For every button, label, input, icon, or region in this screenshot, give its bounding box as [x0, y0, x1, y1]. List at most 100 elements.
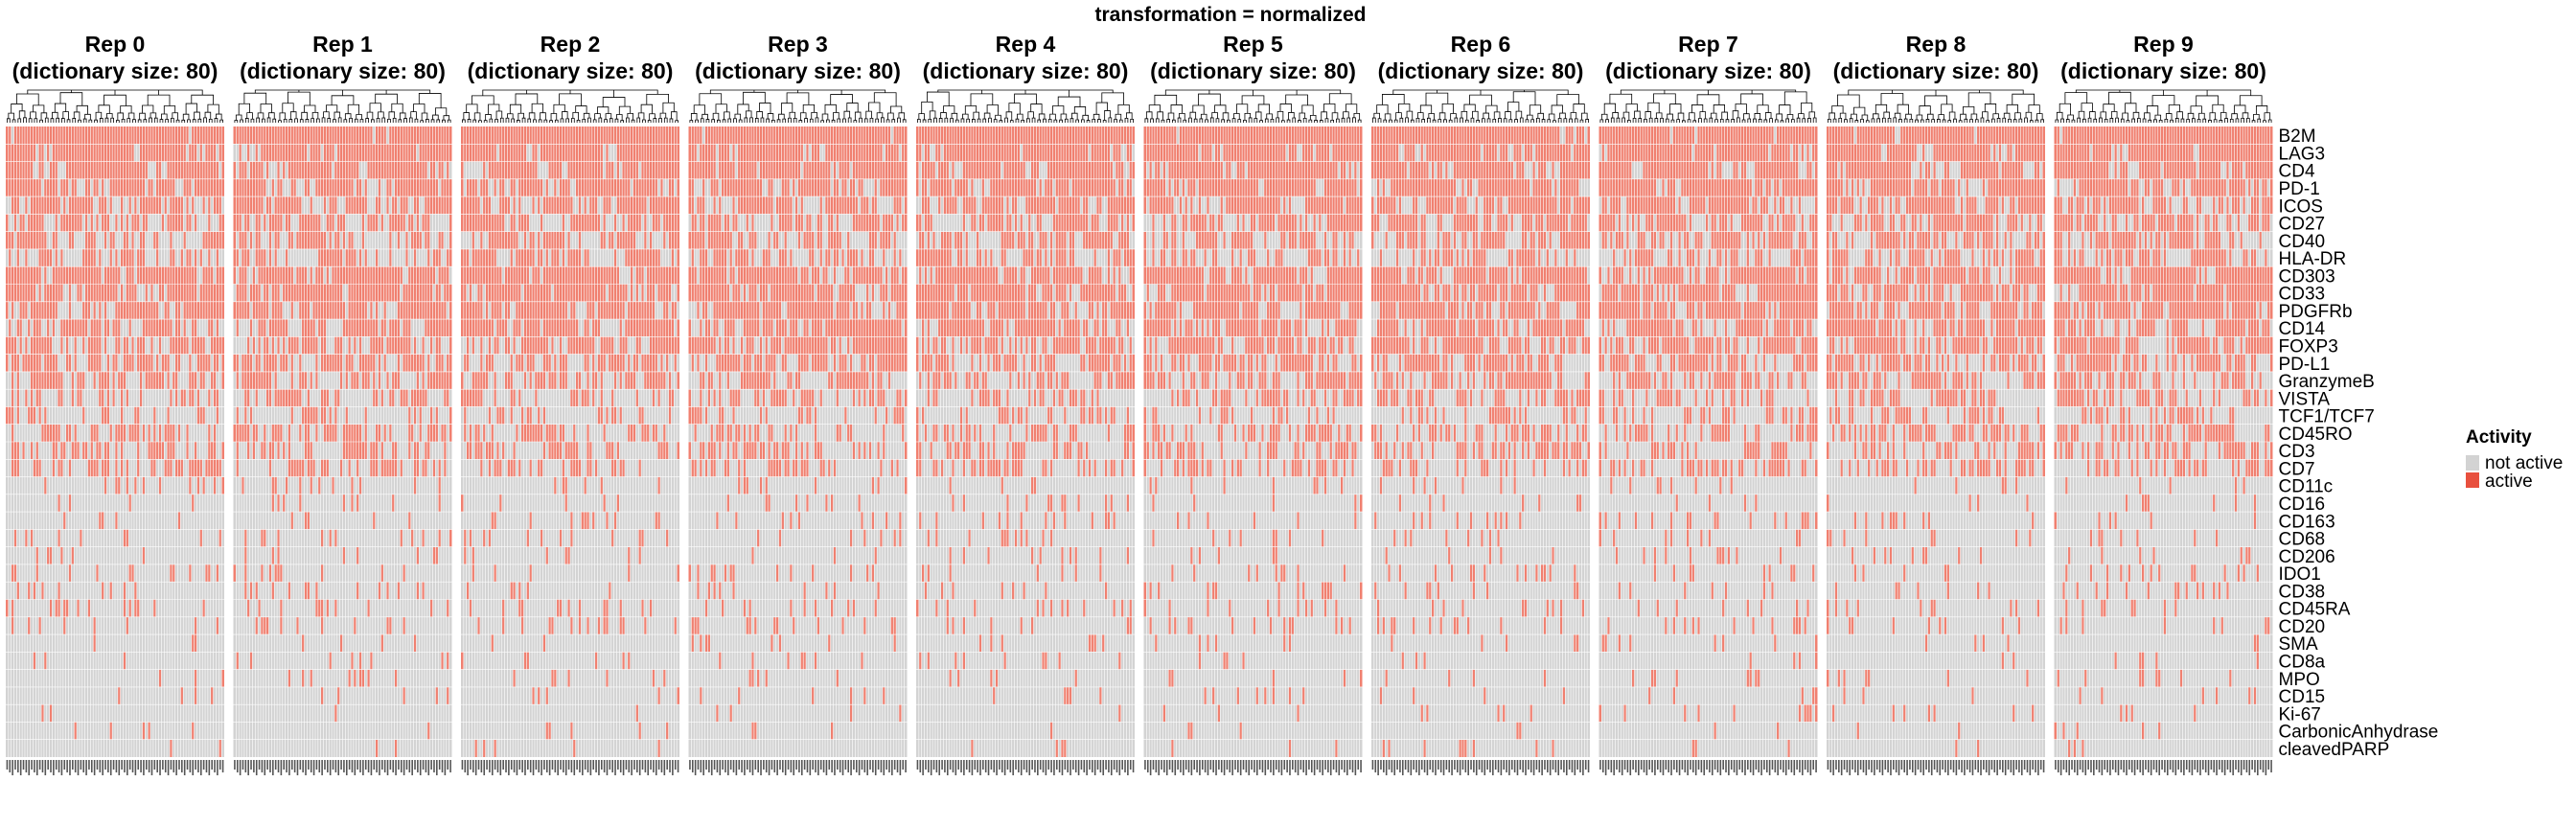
heatmap-cell-active — [93, 266, 97, 285]
heatmap-cell-active — [432, 371, 436, 390]
heatmap-cell-active — [704, 599, 708, 617]
heatmap-cell-active — [304, 442, 308, 460]
heatmap-cell-active — [422, 161, 425, 179]
heatmap-cell-active — [477, 284, 480, 302]
heatmap-cell-active — [704, 354, 708, 372]
heatmap-cell-active — [320, 266, 324, 285]
heatmap-cell-active — [388, 284, 392, 302]
heatmap-cell-active — [133, 599, 137, 617]
heatmap-cell-active — [285, 354, 288, 372]
heatmap-cell-active — [578, 371, 582, 390]
heatmap-cell-active — [556, 599, 560, 617]
heatmap-cell-active — [564, 178, 568, 197]
heatmap-cell-active — [632, 248, 636, 267]
heatmap-cell-active — [367, 599, 370, 617]
heatmap-cell-active — [811, 284, 815, 302]
heatmap-cell-active — [205, 354, 208, 372]
heatmap-cell-active — [726, 442, 730, 460]
heatmap-cell-active — [825, 126, 828, 145]
heatmap-cell-active — [529, 406, 533, 425]
heatmap-cell-active — [734, 354, 738, 372]
heatmap-cell-active — [494, 284, 497, 302]
heatmap-cell-active — [353, 336, 356, 355]
heatmap-cell-active — [378, 371, 381, 390]
heatmap-cell-active — [317, 161, 321, 179]
heatmap-cell-active — [249, 371, 253, 390]
heatmap-cell-active — [746, 442, 749, 460]
heatmap-cell-active — [572, 126, 576, 145]
heatmap-cell-active — [816, 266, 820, 285]
heatmap-cell-active — [699, 319, 702, 337]
heatmap-cell-active — [150, 319, 153, 337]
heatmap-cell-active — [55, 126, 58, 145]
heatmap-cell-active — [671, 336, 675, 355]
heatmap-cell-active — [155, 354, 159, 372]
heatmap-cell-active — [603, 231, 607, 249]
heatmap-cell-active — [474, 442, 478, 460]
heatmap-cell-active — [301, 301, 305, 320]
heatmap-cell-active — [762, 319, 766, 337]
heatmap-cell-active — [242, 301, 244, 320]
heatmap-cell-active — [770, 126, 773, 145]
heatmap-cell-active — [301, 214, 305, 232]
heatmap-cell-active — [188, 371, 192, 390]
heatmap-cell-active — [150, 301, 153, 320]
heatmap-cell-active — [290, 389, 294, 407]
heatmap-cell-active — [638, 336, 642, 355]
heatmap-cell-active — [35, 336, 39, 355]
heatmap-cell-active — [43, 354, 47, 372]
heatmap-cell-active — [968, 126, 971, 145]
heatmap-cell-active — [896, 161, 899, 179]
heatmap-cell-active — [743, 284, 747, 302]
heatmap-cell-active — [268, 126, 272, 145]
heatmap-cell-active — [833, 354, 837, 372]
heatmap-cell-active — [98, 371, 102, 390]
heatmap-cell-active — [833, 196, 837, 215]
heatmap-cell-active — [855, 319, 859, 337]
heatmap-cell-active — [479, 371, 483, 390]
heatmap-cell-active — [407, 161, 411, 179]
heatmap-cell-active — [861, 319, 863, 337]
heatmap-cell-active — [893, 319, 897, 337]
heatmap-cell-active — [104, 214, 107, 232]
heatmap-cell-active — [180, 214, 184, 232]
heatmap-cell-active — [243, 196, 247, 215]
heatmap-cell-active — [282, 354, 286, 372]
heatmap-cell-active — [710, 126, 714, 145]
heatmap-cell-active — [6, 161, 9, 179]
heatmap-cell-active — [258, 178, 261, 197]
heatmap-cell-active — [310, 161, 313, 179]
heatmap-cell-active — [432, 546, 436, 564]
heatmap-cell-active — [932, 126, 935, 145]
heatmap-cell-active — [792, 319, 795, 337]
heatmap-cell-active — [613, 214, 617, 232]
heatmap-cell-active — [27, 231, 31, 249]
heatmap-cell-active — [748, 442, 752, 460]
heatmap-cell-active — [81, 371, 85, 390]
heatmap-cell-active — [962, 144, 966, 162]
heatmap-cell-active — [718, 161, 722, 179]
heatmap-cell-active — [170, 248, 172, 267]
heatmap-cell-active — [79, 161, 82, 179]
heatmap-cell-active — [743, 424, 747, 442]
heatmap-cell-active — [819, 389, 823, 407]
heatmap-cell-active — [523, 424, 527, 442]
heatmap-cell-active — [567, 442, 570, 460]
heatmap-cell-active — [233, 424, 237, 442]
heatmap-cell-active — [131, 354, 134, 372]
heatmap-cell-active — [825, 161, 828, 179]
heatmap-cell-active — [174, 284, 178, 302]
heatmap-cell-active — [827, 284, 831, 302]
heatmap-cell-active — [339, 178, 343, 197]
heatmap-cell-active — [830, 284, 834, 302]
heatmap-cell-active — [394, 319, 398, 337]
heatmap-cell-active — [16, 231, 20, 249]
heatmap-cell-active — [890, 459, 894, 477]
heatmap-cell-active — [205, 266, 208, 285]
heatmap-cell-active — [356, 582, 359, 600]
heatmap-cell-active — [52, 266, 56, 285]
heatmap-cell-active — [326, 178, 330, 197]
heatmap-cell-active — [58, 389, 60, 407]
heatmap-cell-active — [655, 354, 658, 372]
heatmap-cell-active — [378, 126, 381, 145]
